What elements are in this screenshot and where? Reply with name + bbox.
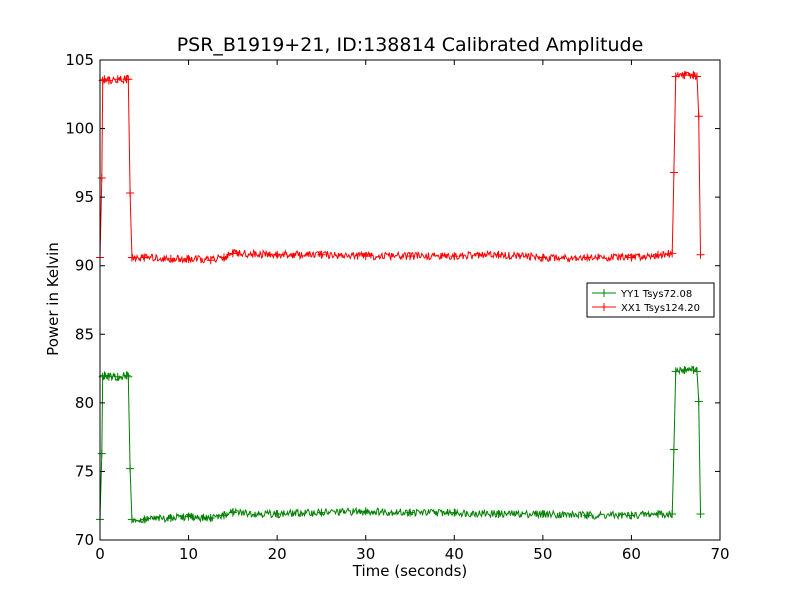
data-point-marker	[273, 250, 282, 259]
data-point-marker	[694, 397, 703, 406]
data-point-marker	[166, 254, 175, 263]
data-point-marker	[113, 372, 122, 381]
y-tick-label: 95	[75, 188, 94, 206]
data-point-marker	[184, 254, 193, 263]
data-point-marker	[127, 515, 136, 524]
x-tick-label: 30	[356, 545, 375, 563]
x-tick-label: 40	[445, 545, 464, 563]
data-point-marker	[671, 72, 680, 81]
data-point-marker	[450, 252, 459, 261]
data-point-marker	[654, 509, 662, 518]
data-point-marker	[680, 71, 689, 80]
x-tick-label: 0	[95, 545, 105, 563]
data-point-marker	[671, 367, 680, 376]
data-point-marker	[406, 508, 414, 517]
data-point-marker	[206, 514, 215, 523]
chart-title: PSR_B1919+21, ID:138814 Calibrated Ampli…	[176, 34, 644, 56]
legend-label: XX1 Tsys124.20	[621, 303, 700, 314]
data-point-marker	[124, 75, 133, 84]
y-tick-label: 90	[75, 257, 94, 275]
data-point-marker	[140, 253, 149, 262]
data-point-marker	[668, 249, 677, 258]
data-point-marker	[583, 511, 592, 520]
data-point-marker	[97, 449, 106, 458]
x-axis-label: Time (seconds)	[352, 562, 468, 580]
data-point-marker	[228, 508, 237, 517]
data-point-marker	[361, 252, 370, 261]
series-line-2	[99, 71, 701, 264]
data-point-marker	[669, 168, 678, 177]
data-point-marker	[494, 250, 503, 259]
x-tick-label: 60	[622, 545, 641, 563]
series-line-1	[99, 365, 701, 524]
data-point-marker	[273, 509, 282, 518]
y-tick-label: 105	[65, 51, 94, 69]
y-tick-label: 85	[75, 325, 94, 343]
data-point-marker	[100, 371, 109, 380]
data-point-marker	[689, 365, 698, 374]
data-point-marker	[104, 372, 113, 381]
data-point-marker	[127, 253, 136, 262]
data-point-marker	[538, 509, 547, 518]
data-point-marker	[220, 253, 228, 262]
data-point-marker	[627, 253, 636, 262]
data-point-marker	[694, 112, 703, 121]
data-point-marker	[113, 75, 122, 84]
y-axis-label: Power in Kelvin	[44, 242, 62, 356]
plot-frame	[99, 59, 721, 541]
data-point-marker	[696, 250, 705, 259]
x-tick-label: 70	[710, 545, 729, 563]
x-tick-label: 10	[179, 545, 198, 563]
data-point-marker	[104, 76, 113, 85]
data-point-marker	[100, 75, 109, 84]
data-point-marker	[228, 249, 237, 258]
data-point-marker	[140, 515, 149, 524]
data-point-marker	[494, 509, 503, 518]
data-point-marker	[583, 253, 592, 262]
data-point-marker	[206, 256, 215, 265]
y-tick-label: 100	[65, 120, 94, 138]
data-point-marker	[692, 367, 701, 376]
data-point-marker	[124, 372, 133, 381]
data-point-marker	[317, 250, 326, 259]
data-point-marker	[317, 508, 326, 517]
data-point-marker	[692, 72, 701, 81]
data-point-marker	[220, 511, 228, 520]
data-point-marker	[97, 173, 106, 182]
data-point-marker	[668, 509, 677, 518]
y-tick-label: 80	[75, 394, 94, 412]
data-point-marker	[654, 250, 662, 259]
legend-box	[586, 282, 715, 318]
data-point-marker	[184, 512, 193, 521]
legend-swatch-marker	[600, 303, 608, 311]
legend-swatch-marker	[600, 289, 608, 297]
data-point-marker	[166, 514, 175, 523]
x-tick-label: 50	[533, 545, 552, 563]
data-point-marker	[696, 509, 705, 518]
data-point-marker	[126, 464, 135, 473]
data-point-marker	[361, 507, 370, 516]
data-point-marker	[669, 445, 678, 454]
data-point-marker	[689, 71, 698, 80]
data-point-marker	[126, 189, 135, 198]
legend-label: YY1 Tsys72.08	[620, 289, 692, 300]
x-tick-label: 20	[268, 545, 287, 563]
data-point-marker	[627, 511, 636, 520]
data-point-marker	[406, 252, 414, 261]
data-point-marker	[680, 365, 689, 374]
data-point-marker	[122, 371, 131, 380]
y-tick-label: 75	[75, 462, 94, 480]
data-point-marker	[450, 508, 459, 517]
data-point-marker	[538, 253, 547, 262]
y-tick-label: 70	[75, 531, 94, 549]
